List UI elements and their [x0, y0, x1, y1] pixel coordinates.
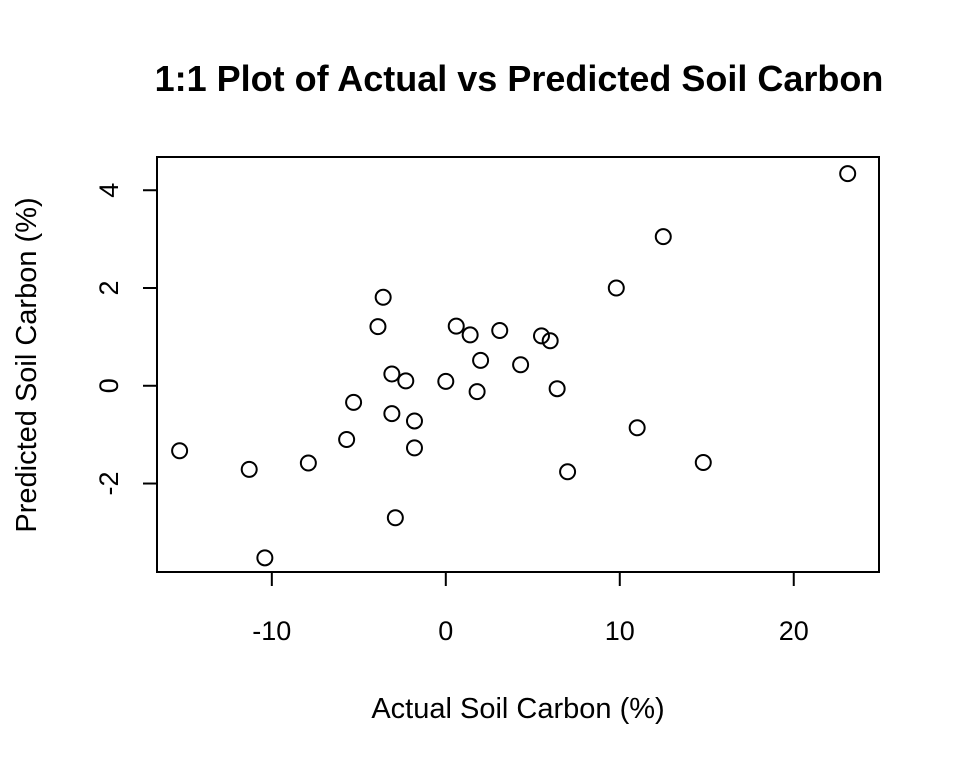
data-point — [405, 412, 423, 430]
data-point — [369, 318, 387, 336]
data-point — [338, 431, 356, 449]
data-point — [512, 356, 530, 374]
x-tick-label: -10 — [252, 616, 291, 646]
x-tick-label: 20 — [779, 616, 809, 646]
data-point — [437, 372, 455, 390]
data-point — [654, 228, 672, 246]
data-point — [548, 380, 566, 398]
data-point — [240, 460, 258, 478]
x-tick-label: 0 — [438, 616, 453, 646]
y-tick-label: 4 — [94, 183, 124, 198]
plot-frame — [156, 156, 880, 573]
y-axis: -2 0 2 4 — [94, 183, 158, 496]
data-point — [383, 405, 401, 423]
data-point — [299, 454, 317, 472]
data-point — [541, 332, 559, 350]
data-point — [345, 393, 363, 411]
data-point — [607, 279, 625, 297]
data-points — [171, 165, 857, 567]
y-tick-label: 0 — [94, 378, 124, 393]
data-point — [405, 439, 423, 457]
data-point — [472, 351, 490, 369]
data-point — [532, 327, 550, 345]
data-point — [447, 317, 465, 335]
data-point — [461, 326, 479, 344]
data-point — [468, 383, 486, 401]
data-point — [386, 509, 404, 527]
y-tick-label: 2 — [94, 280, 124, 295]
y-tick-label: -2 — [94, 472, 124, 496]
data-point — [171, 442, 189, 460]
data-point — [383, 365, 401, 383]
y-axis-label: Predicted Soil Carbon (%) — [11, 197, 43, 532]
data-point — [397, 372, 415, 390]
chart-title: 1:1 Plot of Actual vs Predicted Soil Car… — [155, 58, 884, 99]
data-point — [374, 288, 392, 306]
x-tick-label: 10 — [605, 616, 635, 646]
data-point — [628, 419, 646, 437]
data-point — [491, 322, 509, 340]
data-point — [694, 454, 712, 472]
x-axis: -10 0 10 20 — [252, 571, 809, 646]
data-point — [559, 463, 577, 481]
data-point — [839, 165, 857, 183]
x-axis-label: Actual Soil Carbon (%) — [371, 693, 664, 725]
data-point — [256, 549, 274, 567]
